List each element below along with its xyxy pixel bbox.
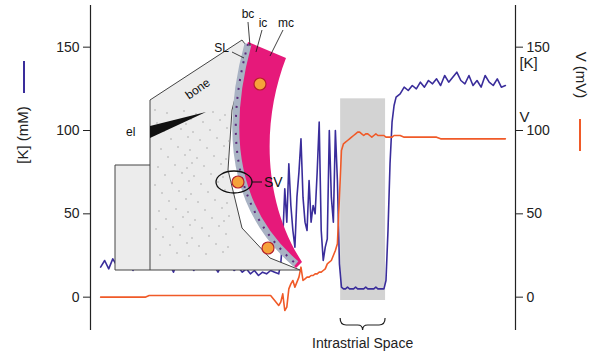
svg-text:mc: mc xyxy=(278,16,294,30)
svg-text:100: 100 xyxy=(527,122,551,138)
svg-text:[K] (mM): [K] (mM) xyxy=(14,106,31,164)
svg-text:SL: SL xyxy=(214,41,229,55)
svg-text:SV: SV xyxy=(264,174,283,190)
svg-text:0: 0 xyxy=(527,289,535,305)
svg-text:el: el xyxy=(126,125,135,139)
svg-text:bc: bc xyxy=(242,7,255,21)
svg-text:50: 50 xyxy=(64,205,80,221)
svg-text:150: 150 xyxy=(527,39,551,55)
svg-text:ic: ic xyxy=(259,16,268,30)
svg-text:V (mV): V (mV) xyxy=(573,52,590,99)
svg-text:50: 50 xyxy=(527,205,543,221)
svg-text:bone: bone xyxy=(183,75,213,102)
svg-text:Intrastrial Space: Intrastrial Space xyxy=(312,335,413,351)
svg-text:100: 100 xyxy=(56,122,80,138)
svg-text:150: 150 xyxy=(56,39,80,55)
svg-text:0: 0 xyxy=(72,289,80,305)
svg-text:V: V xyxy=(519,107,530,125)
svg-text:[K]: [K] xyxy=(519,54,537,71)
